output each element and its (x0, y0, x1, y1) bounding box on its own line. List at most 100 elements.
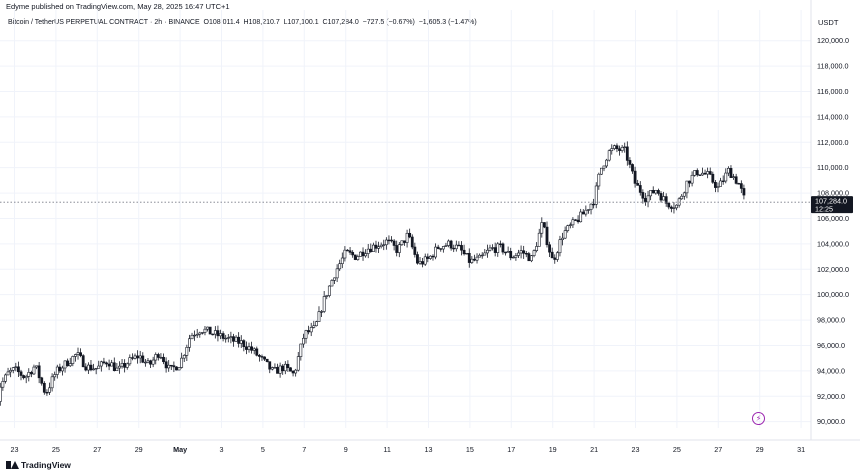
candle-up (330, 280, 334, 287)
candle-up (180, 357, 184, 368)
candle-down (426, 256, 430, 259)
candle-up (167, 364, 171, 369)
candle-up (151, 359, 155, 365)
candle-down (550, 251, 554, 259)
candle-up (0, 386, 2, 402)
candle-up (322, 296, 326, 312)
candle-down (66, 360, 70, 367)
candle-up (304, 330, 308, 339)
candle-down (708, 171, 712, 175)
tradingview-logo[interactable]: TradingView (6, 460, 71, 470)
candle-up (519, 250, 523, 254)
candle-up (732, 176, 735, 178)
candle-down (403, 240, 406, 243)
candle-up (649, 190, 653, 197)
candle-up (555, 252, 559, 260)
candle-down (395, 245, 399, 253)
candle-down (29, 372, 33, 375)
candle-up (203, 328, 207, 333)
candle-up (693, 170, 697, 176)
candle-down (265, 358, 269, 362)
lightning-icon[interactable]: ⚡ (752, 412, 765, 425)
candle-down (581, 211, 585, 215)
legend-low: L107,100.1 (283, 19, 319, 26)
candle-up (27, 372, 31, 377)
price-tick-label: 110,000.0 (817, 163, 848, 172)
candle-down (211, 333, 215, 336)
candle-up (97, 365, 101, 369)
candle-up (219, 333, 222, 337)
legend-close: C107,284.0 (322, 19, 359, 26)
candle-down (208, 326, 212, 335)
tradingview-logo-icon (6, 461, 19, 469)
candle-up (400, 240, 404, 245)
candle-up (379, 244, 383, 248)
candle-up (532, 250, 536, 256)
candle-down (136, 355, 140, 359)
candle-down (141, 355, 145, 363)
candle-down (40, 377, 44, 384)
legend-symbol[interactable]: Bitcoin / TetherUS PERPETUAL CONTRACT (8, 19, 149, 26)
candle-down (263, 356, 266, 360)
candle-up (359, 251, 362, 257)
candle-up (92, 368, 95, 371)
candle-up (50, 376, 54, 389)
price-tick-label: 90,000.0 (817, 417, 845, 426)
candle-up (377, 246, 380, 249)
candle-down (268, 361, 272, 370)
candle-up (335, 268, 339, 279)
candle-up (4, 374, 7, 382)
candle-up (690, 174, 694, 184)
currency-label[interactable]: USDT (818, 18, 839, 27)
candle-up (71, 356, 75, 364)
candle-up (35, 365, 38, 368)
candle-up (110, 362, 114, 367)
candle-up (485, 249, 489, 254)
candle-up (14, 366, 18, 368)
candle-down (172, 365, 176, 368)
candle-up (587, 209, 590, 211)
candle-up (680, 195, 684, 200)
time-tick-label: 27 (93, 445, 101, 454)
candle-down (79, 352, 83, 356)
candle-up (454, 244, 458, 250)
candle-down (739, 183, 743, 189)
candle-down (669, 206, 673, 209)
candle-down (123, 363, 127, 368)
time-tick-label: 27 (714, 445, 722, 454)
publisher-note: Edyme published on TradingView.com, May … (6, 2, 230, 11)
candle-up (654, 190, 658, 194)
candle-down (734, 176, 738, 184)
candle-down (410, 236, 414, 248)
candle-down (348, 250, 352, 253)
legend-interval: 2h (154, 19, 163, 26)
candle-up (99, 361, 103, 367)
time-tick-label: 23 (632, 445, 640, 454)
price-tick-label: 100,000.0 (817, 290, 849, 299)
candle-down (260, 356, 264, 358)
candle-up (724, 172, 728, 182)
candle-up (483, 252, 487, 256)
candle-up (320, 311, 323, 313)
candle-down (250, 346, 254, 351)
candle-down (657, 190, 660, 194)
candle-down (504, 251, 507, 254)
candle-up (338, 263, 342, 270)
candle-down (457, 244, 461, 247)
candle-up (579, 211, 583, 223)
candle-up (159, 356, 163, 359)
candle-down (431, 255, 435, 258)
candle-up (213, 330, 217, 335)
candle-up (296, 356, 300, 371)
candle-up (558, 239, 562, 254)
candle-down (416, 254, 419, 264)
candle-up (61, 367, 64, 372)
candle-down (42, 382, 46, 393)
candle-down (636, 183, 640, 186)
candle-up (247, 346, 251, 350)
candle-down (522, 250, 526, 254)
candle-down (369, 248, 373, 252)
candle-up (589, 203, 593, 210)
candle-down (703, 172, 707, 175)
